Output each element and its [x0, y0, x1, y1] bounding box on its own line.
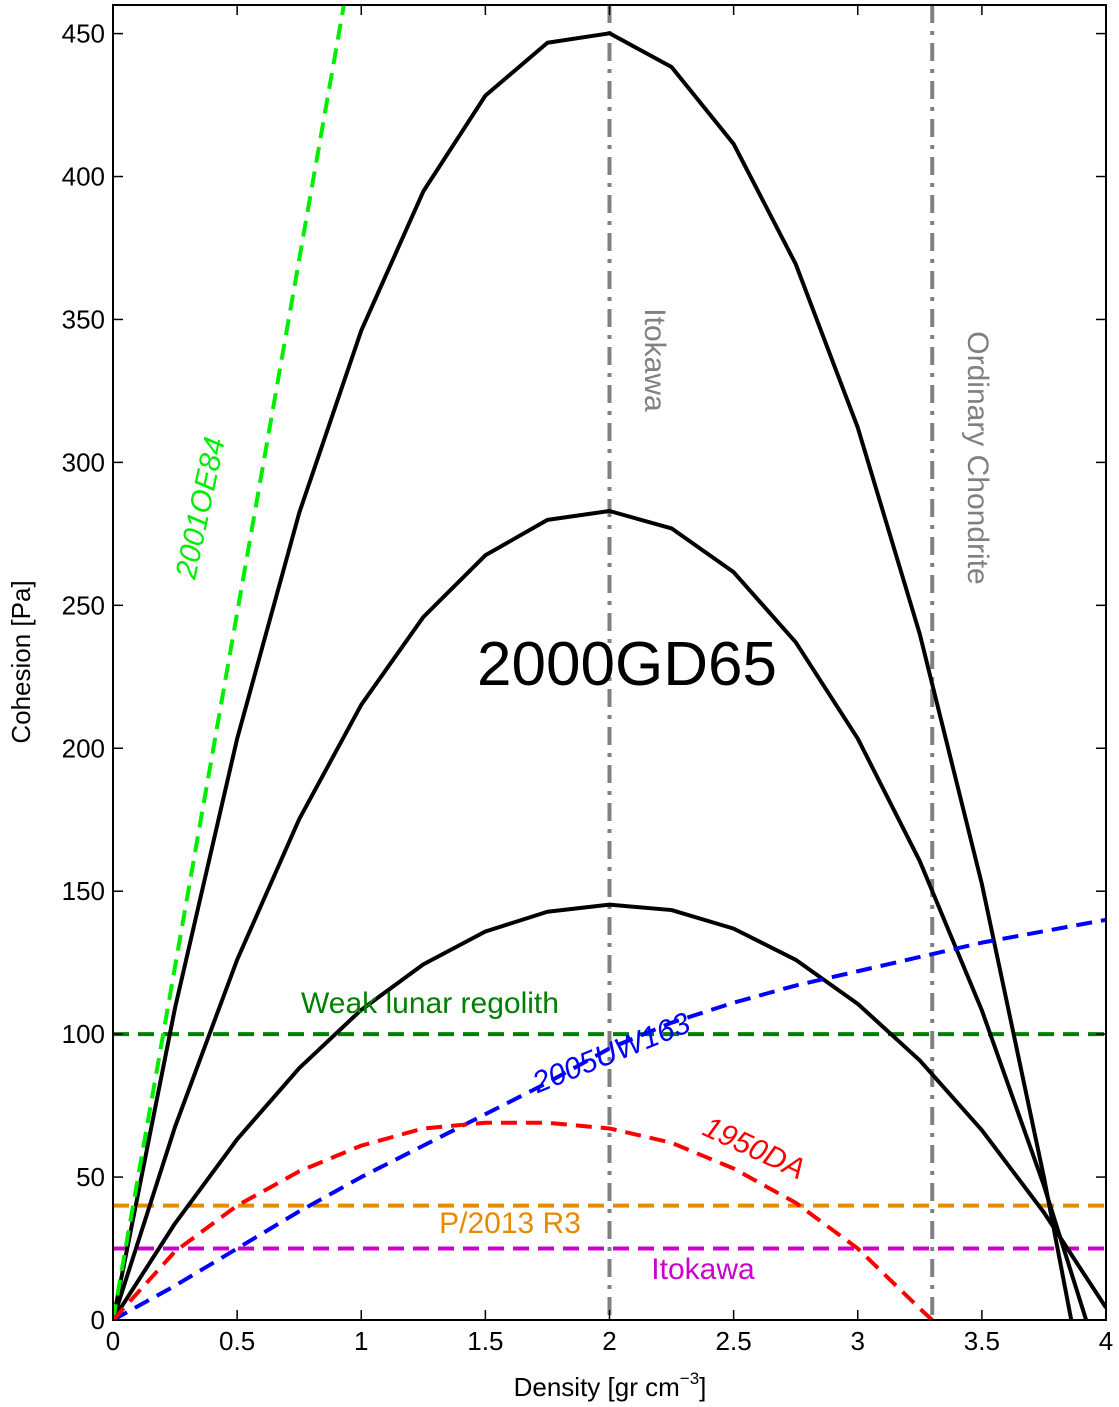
y-tick-label: 50	[76, 1162, 105, 1192]
series-line	[113, 917, 1106, 1320]
series-line	[113, 31, 1074, 1320]
y-tick-label: 250	[62, 590, 105, 620]
reference-label: P/2013 R3	[439, 1207, 581, 1240]
x-tick-label: 1.5	[467, 1326, 503, 1356]
y-tick-label: 100	[62, 1019, 105, 1049]
x-axis-label-text: Density [gr cm	[514, 1372, 680, 1402]
x-tick-label: 4	[1099, 1326, 1113, 1356]
reference-label: Ordinary Chondrite	[961, 331, 994, 584]
y-tick-label: 400	[62, 162, 105, 192]
y-tick-label: 450	[62, 19, 105, 49]
x-tick-label: 0	[106, 1326, 120, 1356]
x-tick-label: 3	[851, 1326, 865, 1356]
y-tick-label: 150	[62, 876, 105, 906]
series-line	[113, 1120, 934, 1320]
x-tick-label: 3.5	[964, 1326, 1000, 1356]
x-tick-label: 0.5	[219, 1326, 255, 1356]
y-axis-label: Cohesion [Pa]	[6, 580, 36, 743]
reference-label: Itokawa	[638, 308, 671, 412]
series-line	[113, 902, 1106, 1320]
x-axis-label-sup: −3	[680, 1369, 699, 1388]
series-line	[113, 508, 1089, 1320]
y-tick-label: 300	[62, 447, 105, 477]
x-tick-label: 2	[602, 1326, 616, 1356]
y-tick-label: 200	[62, 733, 105, 763]
x-axis-label: Density [gr cm−3]	[514, 1369, 707, 1402]
x-tick-label: 1	[354, 1326, 368, 1356]
reference-label: Weak lunar regolith	[301, 987, 559, 1020]
reference-label: Itokawa	[651, 1253, 755, 1286]
plot-layer	[113, 5, 1106, 1320]
x-axis-label-end: ]	[699, 1372, 706, 1402]
x-tick-label: 2.5	[716, 1326, 752, 1356]
y-tick-label: 350	[62, 304, 105, 334]
series-line	[113, 5, 346, 1320]
annotation: 2000GD65	[477, 630, 777, 699]
y-tick-label: 0	[91, 1305, 105, 1335]
